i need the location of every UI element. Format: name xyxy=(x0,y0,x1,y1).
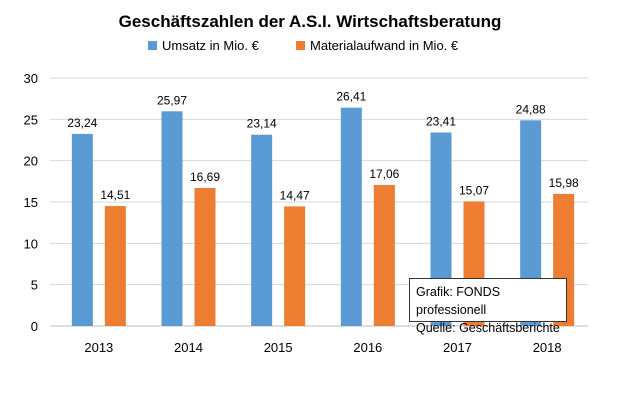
data-label-umsatz-2016: 26,41 xyxy=(336,90,366,104)
x-tick-label-2018: 2018 xyxy=(533,340,562,355)
bar-materialaufwand-2013 xyxy=(104,206,126,326)
data-label-materialaufwand-2017: 15,07 xyxy=(459,183,489,197)
bar-umsatz-2016 xyxy=(340,107,362,326)
y-tick-label: 5 xyxy=(31,278,38,293)
y-tick-label: 10 xyxy=(24,236,38,251)
note-line-graphic: Grafik: FONDS professionell xyxy=(416,285,501,317)
data-label-materialaufwand-2018: 15,98 xyxy=(549,176,579,190)
legend-label-1: Materialaufwand in Mio. € xyxy=(310,38,459,53)
note-line-source: Quelle: Geschäftsberichte xyxy=(416,321,560,335)
bars xyxy=(71,107,575,326)
bar-umsatz-2013 xyxy=(71,133,93,326)
bar-umsatz-2014 xyxy=(161,111,183,326)
y-tick-label: 25 xyxy=(24,112,38,127)
x-tick-label-2016: 2016 xyxy=(353,340,382,355)
legend-swatch-1 xyxy=(296,41,305,50)
data-label-materialaufwand-2016: 17,06 xyxy=(369,167,399,181)
x-tick-label-2015: 2015 xyxy=(264,340,293,355)
x-tick-label-2013: 2013 xyxy=(84,340,113,355)
y-tick-label: 15 xyxy=(24,195,38,210)
x-axis: 2013 2014 2015 2016 2017 2018 xyxy=(84,340,561,355)
data-label-materialaufwand-2015: 14,47 xyxy=(280,188,310,202)
source-note: Grafik: FONDS professionell Quelle: Gesc… xyxy=(409,278,567,335)
chart-title: Geschäftszahlen der A.S.I. Wirtschaftsbe… xyxy=(119,12,502,31)
y-axis: 0 5 10 15 20 25 30 xyxy=(24,71,38,334)
data-label-umsatz-2014: 25,97 xyxy=(157,93,187,107)
legend: Umsatz in Mio. € Materialaufwand in Mio. … xyxy=(148,38,459,53)
bar-umsatz-2017 xyxy=(430,132,452,326)
bar-umsatz-2018 xyxy=(520,120,542,326)
data-label-umsatz-2013: 23,24 xyxy=(67,116,97,130)
data-label-umsatz-2015: 23,14 xyxy=(247,117,277,131)
data-label-umsatz-2018: 24,88 xyxy=(516,102,546,116)
data-label-umsatz-2017: 23,41 xyxy=(426,114,456,128)
data-label-materialaufwand-2013: 14,51 xyxy=(100,188,130,202)
bar-materialaufwand-2014 xyxy=(194,188,216,326)
y-tick-label: 20 xyxy=(24,154,38,169)
bar-materialaufwand-2016 xyxy=(373,184,395,326)
data-labels: 23,24 14,51 25,97 16,69 23,14 14,47 26,41 17,06… xyxy=(67,90,579,203)
x-tick-label-2017: 2017 xyxy=(443,340,472,355)
y-tick-label: 0 xyxy=(31,319,38,334)
y-tick-label: 30 xyxy=(24,71,38,86)
legend-label-0: Umsatz in Mio. € xyxy=(162,38,260,53)
data-label-materialaufwand-2014: 16,69 xyxy=(190,170,220,184)
bar-materialaufwand-2015 xyxy=(284,206,306,326)
legend-swatch-0 xyxy=(148,41,157,50)
x-tick-label-2014: 2014 xyxy=(174,340,203,355)
bar-umsatz-2015 xyxy=(251,134,273,326)
gridlines xyxy=(50,77,588,327)
